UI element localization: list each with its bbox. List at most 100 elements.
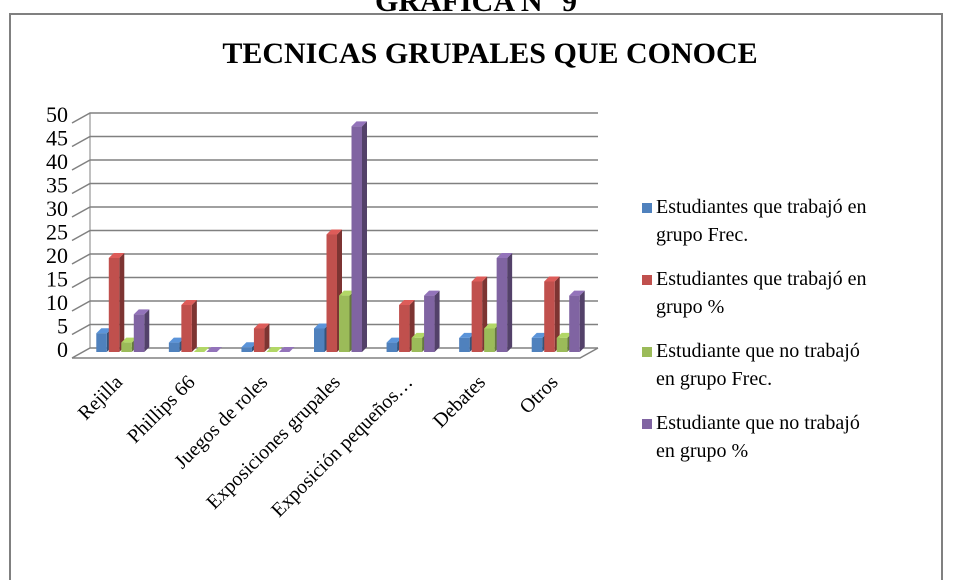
bar-top (266, 347, 282, 352)
y-tick-label: 25 (46, 220, 68, 245)
bar-side (264, 323, 270, 352)
bar-front (424, 295, 435, 352)
bar (193, 347, 210, 352)
bar-top (399, 300, 415, 305)
bar-top (471, 276, 488, 282)
bar-top (168, 337, 185, 343)
bar-front (411, 337, 423, 352)
bar-front (181, 305, 192, 352)
y-tick-label: 40 (46, 149, 68, 174)
legend-label: Estudiantes que trabajó en grupo Frec. (656, 196, 872, 246)
bar (206, 347, 222, 352)
legend-label: Estudiante que no trabajó en grupo Frec. (656, 340, 865, 390)
bar-top (459, 332, 475, 338)
legend-label: Estudiante que no trabajó en grupo % (656, 412, 865, 462)
bar-front (459, 337, 470, 352)
y-tick-label: 35 (46, 173, 68, 198)
y-tick-label: 5 (57, 314, 68, 339)
bar-front (531, 337, 543, 352)
bar (544, 276, 560, 352)
bar (266, 347, 282, 352)
bar-top (569, 290, 585, 296)
bar (253, 323, 270, 352)
bar-front (253, 328, 265, 352)
y-tick-label: 20 (46, 243, 68, 268)
bar-front (133, 314, 145, 352)
bar-top (193, 347, 210, 352)
bar-side (191, 300, 197, 352)
bar-side (507, 253, 513, 352)
bar-top (339, 290, 355, 296)
bar-top (121, 337, 137, 343)
bar-top (531, 332, 548, 338)
bar-top (96, 328, 112, 334)
bar-front (108, 258, 120, 352)
legend-swatch (642, 203, 652, 213)
bar (351, 121, 367, 353)
grid-line (71, 276, 598, 289)
bar-top (133, 309, 150, 315)
bar (181, 300, 197, 352)
bar-front (471, 281, 483, 352)
grid-line (71, 159, 598, 171)
bar (424, 290, 440, 352)
grid-line (71, 135, 598, 148)
bar (569, 290, 585, 352)
bar-side (119, 253, 125, 352)
grid-line (71, 229, 598, 242)
grid-line (71, 253, 598, 265)
bar-top (241, 342, 257, 348)
y-tick-label: 15 (46, 267, 68, 292)
bar (108, 253, 125, 352)
y-tick-label: 0 (57, 337, 68, 362)
bar-top (351, 121, 367, 127)
y-tick-label: 50 (46, 102, 68, 127)
bar-front (96, 333, 107, 352)
bar-front (496, 258, 508, 352)
bar (496, 253, 513, 352)
chart-title: TECNICAS GRUPALES QUE CONOCE (222, 37, 757, 70)
bar-top (424, 290, 440, 296)
bar-front (556, 337, 568, 352)
heading: GRAFICA N° 9 (375, 0, 577, 18)
bar-side (434, 290, 440, 352)
bar-front (351, 126, 362, 353)
bar-front (168, 342, 180, 352)
bar (133, 309, 150, 352)
bar-top (484, 323, 500, 329)
bar-top (411, 332, 428, 338)
bar (278, 347, 295, 352)
floor-front (72, 347, 599, 359)
bar-front (121, 342, 132, 352)
bar-front (314, 328, 325, 352)
bar-side (144, 309, 150, 352)
bar-front (484, 328, 495, 352)
heading-bg (330, 0, 630, 13)
bar-front (569, 295, 580, 352)
bar-side (579, 290, 585, 352)
bar-top (278, 347, 295, 352)
bar-front (544, 281, 555, 352)
grid-line (71, 206, 598, 218)
bar-top (326, 229, 342, 235)
legend-swatch (642, 347, 652, 357)
bar-front (339, 295, 350, 352)
bar-side (362, 121, 367, 353)
bar-top (544, 276, 560, 282)
bar-top (556, 332, 573, 338)
legend-swatch (642, 419, 652, 429)
y-tick-label: 10 (46, 290, 68, 315)
bar-top (206, 347, 222, 352)
bar-front (399, 305, 410, 352)
grid-line (71, 112, 598, 124)
legend-label: Estudiantes que trabajó en grupo % (656, 268, 872, 318)
y-tick-label: 45 (46, 126, 68, 151)
bar-top (314, 323, 330, 329)
bar-front (241, 347, 252, 352)
bar-top (181, 300, 197, 305)
y-tick-label: 30 (46, 196, 68, 221)
bar-top (253, 323, 270, 329)
bar-front (326, 234, 337, 352)
bar-top (386, 337, 403, 343)
